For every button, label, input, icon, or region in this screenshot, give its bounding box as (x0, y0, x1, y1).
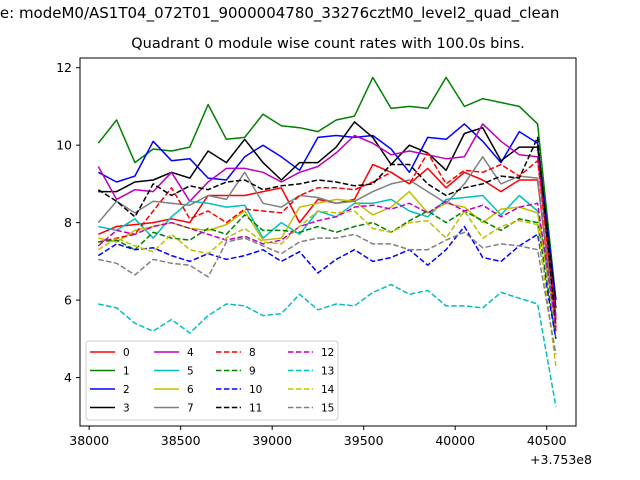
legend-label-4: 4 (187, 347, 194, 359)
series-line-14 (97, 210, 557, 367)
x-tick-label: 39500 (344, 433, 384, 448)
series-line-12 (97, 200, 557, 328)
y-tick-label: 6 (64, 293, 72, 308)
x-tick-label: 38500 (161, 433, 201, 448)
legend-label-15: 15 (321, 403, 334, 415)
series-line-8 (98, 152, 557, 320)
x-tick-label: 38000 (69, 433, 109, 448)
legend-label-9: 9 (249, 366, 256, 378)
series-line-4 (97, 123, 557, 316)
y-tick-label: 10 (56, 138, 72, 153)
series-line-11 (97, 136, 557, 328)
legend-box (85, 340, 339, 421)
series-line-13 (98, 283, 557, 407)
legend-label-6: 6 (187, 384, 194, 396)
legend-label-13: 13 (321, 366, 334, 378)
legend-label-2: 2 (123, 384, 130, 396)
legend-label-14: 14 (321, 384, 335, 396)
legend-label-11: 11 (249, 403, 262, 415)
x-tick-label: 40000 (435, 433, 475, 448)
series-lines (97, 76, 557, 407)
series-line-10 (97, 225, 557, 339)
legend-label-8: 8 (249, 347, 256, 359)
series-line-2 (97, 123, 557, 301)
legend-label-5: 5 (187, 366, 194, 378)
legend-label-1: 1 (123, 366, 130, 378)
series-line-15 (98, 231, 557, 355)
legend-label-3: 3 (123, 403, 130, 415)
figure-title: n file: modeM0/AS1T04_072T01_9000004780_… (0, 2, 640, 24)
legend-label-7: 7 (187, 403, 194, 415)
x-tick-label: 39000 (252, 433, 292, 448)
x-offset-label: +3.753e8 (530, 452, 592, 467)
chart-title: Quadrant 0 module wise count rates with … (131, 36, 525, 52)
figure-title-text: n file: modeM0/AS1T04_072T01_9000004780_… (0, 4, 560, 22)
series-line-7 (97, 156, 557, 324)
legend-label-0: 0 (123, 347, 130, 359)
legend-label-10: 10 (249, 384, 262, 396)
x-tick-label: 40500 (527, 433, 567, 448)
y-tick-label: 8 (64, 215, 72, 230)
series-line-5 (98, 194, 557, 320)
legend-label-12: 12 (321, 347, 334, 359)
y-tick-label: 12 (56, 60, 72, 75)
y-tick-label: 4 (64, 370, 72, 385)
series-line-1 (97, 76, 557, 301)
plot-frame (79, 57, 577, 427)
series-line-9 (98, 210, 557, 339)
